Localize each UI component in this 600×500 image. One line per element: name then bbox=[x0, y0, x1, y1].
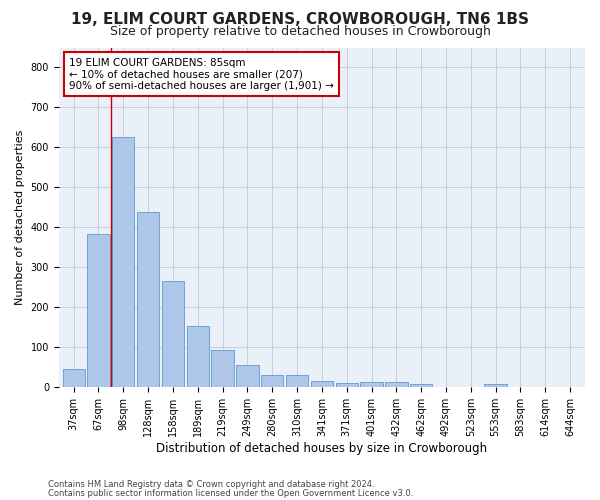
Bar bbox=[311, 380, 333, 388]
Bar bbox=[112, 138, 134, 388]
Bar bbox=[162, 282, 184, 388]
Bar bbox=[187, 326, 209, 388]
Bar bbox=[410, 384, 433, 388]
Bar bbox=[137, 212, 160, 388]
Bar bbox=[88, 234, 110, 388]
Text: Size of property relative to detached houses in Crowborough: Size of property relative to detached ho… bbox=[110, 25, 490, 38]
Y-axis label: Number of detached properties: Number of detached properties bbox=[15, 130, 25, 305]
Bar bbox=[286, 376, 308, 388]
Bar bbox=[261, 376, 283, 388]
Text: Contains HM Land Registry data © Crown copyright and database right 2024.: Contains HM Land Registry data © Crown c… bbox=[48, 480, 374, 489]
Bar bbox=[484, 384, 507, 388]
Bar bbox=[385, 382, 407, 388]
Text: 19 ELIM COURT GARDENS: 85sqm
← 10% of detached houses are smaller (207)
90% of s: 19 ELIM COURT GARDENS: 85sqm ← 10% of de… bbox=[70, 58, 334, 91]
Bar bbox=[236, 366, 259, 388]
Bar bbox=[62, 368, 85, 388]
Bar bbox=[211, 350, 234, 388]
Bar bbox=[335, 382, 358, 388]
Bar bbox=[361, 382, 383, 388]
X-axis label: Distribution of detached houses by size in Crowborough: Distribution of detached houses by size … bbox=[157, 442, 487, 455]
Text: 19, ELIM COURT GARDENS, CROWBOROUGH, TN6 1BS: 19, ELIM COURT GARDENS, CROWBOROUGH, TN6… bbox=[71, 12, 529, 28]
Text: Contains public sector information licensed under the Open Government Licence v3: Contains public sector information licen… bbox=[48, 488, 413, 498]
